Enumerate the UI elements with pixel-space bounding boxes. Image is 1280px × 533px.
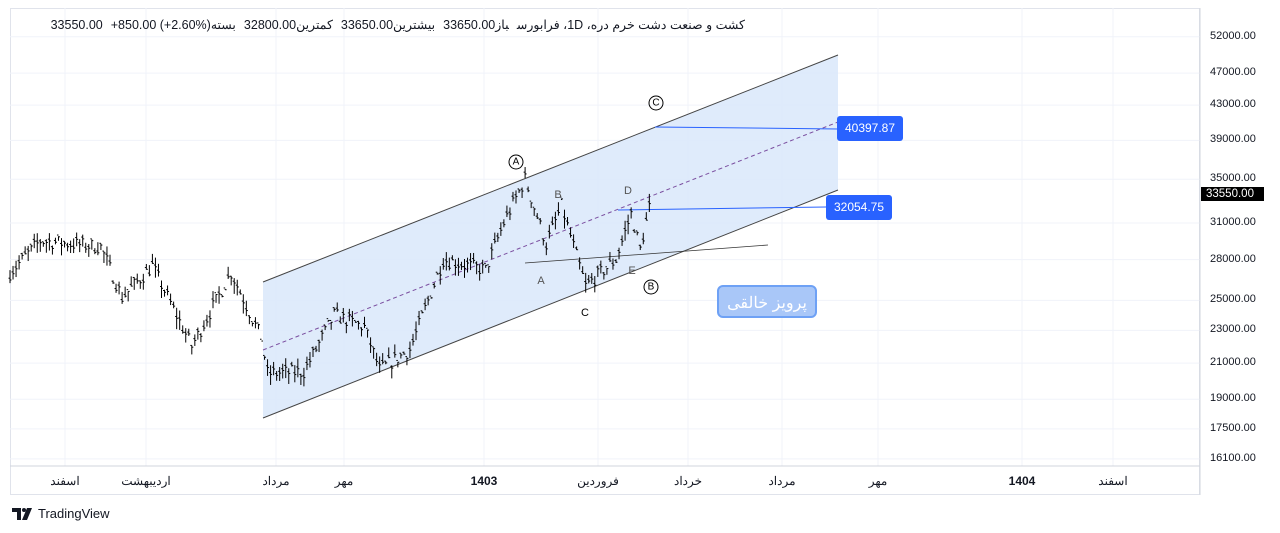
time-tick-label: اسفند [1098,474,1128,488]
time-tick-label: مرداد [768,474,796,488]
price-tick-label: 23000.00 [1210,323,1256,336]
target-price-label-upper[interactable]: 40397.87 [837,116,903,141]
channel-lower-line [262,189,839,419]
legend-symbol: کشت و صنعت دشت خرم دره، 1D، فرابورس [516,18,745,32]
sub-wave-c: C [581,307,589,319]
time-tick-label: 1404 [1008,474,1036,488]
legend-high: 33650.00 [340,18,394,32]
price-tick-label: 19000.00 [1210,392,1256,405]
price-tick-label: 31000.00 [1210,215,1256,228]
time-tick-label: خرداد [673,474,703,488]
price-tick-label: 52000.00 [1210,29,1256,42]
target-price-label-lower[interactable]: 32054.75 [826,195,892,220]
price-tick-label: 47000.00 [1210,66,1256,79]
price-tick-label: 28000.00 [1210,252,1256,265]
time-tick-label: 1403 [470,474,498,488]
symbol-legend: کشت و صنعت دشت خرم دره، 1D، فرابورسباز33… [20,17,745,32]
target-line-upper [654,126,839,130]
tradingview-icon [12,507,32,520]
legend-open: 33650.00 [443,18,496,32]
current-price-label: 33550.00 [1201,187,1264,201]
channel-upper-line [262,54,839,283]
wave-label-b: B [643,279,659,295]
legend-close: 33550.00 [50,18,103,32]
brand-name: TradingView [38,506,110,521]
legend-low-label: کمترین [296,18,333,32]
legend-open-label: باز [495,18,509,32]
time-tick-label: مهر [334,474,354,488]
sub-wave-d: D [624,185,632,197]
trend-line [524,244,769,264]
price-tick-label: 16100.00 [1210,451,1256,464]
price-tick-label: 35000.00 [1210,172,1256,185]
time-tick-label: مهر [868,474,888,488]
price-tick-label: 25000.00 [1210,293,1256,306]
wave-label-a: A [508,154,524,170]
wave-label-c: C [648,95,664,111]
time-tick-label: مرداد [262,474,290,488]
sub-wave-b: B [554,189,562,201]
price-tick-label: 17500.00 [1210,421,1256,434]
legend-change: +850.00 (+2.60%) [110,18,211,32]
legend-high-label: بیشترین [393,18,436,32]
sub-wave-a: A [537,275,545,287]
legend-low: 32800.00 [243,18,297,32]
target-line-lower [617,206,827,211]
tradingview-logo[interactable]: TradingView [12,506,110,521]
time-tick-label: اسفند [50,474,80,488]
price-tick-label: 43000.00 [1210,98,1256,111]
time-tick-label: اردیبهشت [121,474,171,488]
legend-close-label: بسته [210,18,236,32]
channel-mid-line [262,121,839,351]
price-tick-label: 21000.00 [1210,356,1256,369]
author-watermark: پرویز خالقی [717,285,817,318]
price-tick-label: 39000.00 [1210,133,1256,146]
time-tick-label: فروردین [577,474,619,488]
sub-wave-e: E [628,265,636,277]
